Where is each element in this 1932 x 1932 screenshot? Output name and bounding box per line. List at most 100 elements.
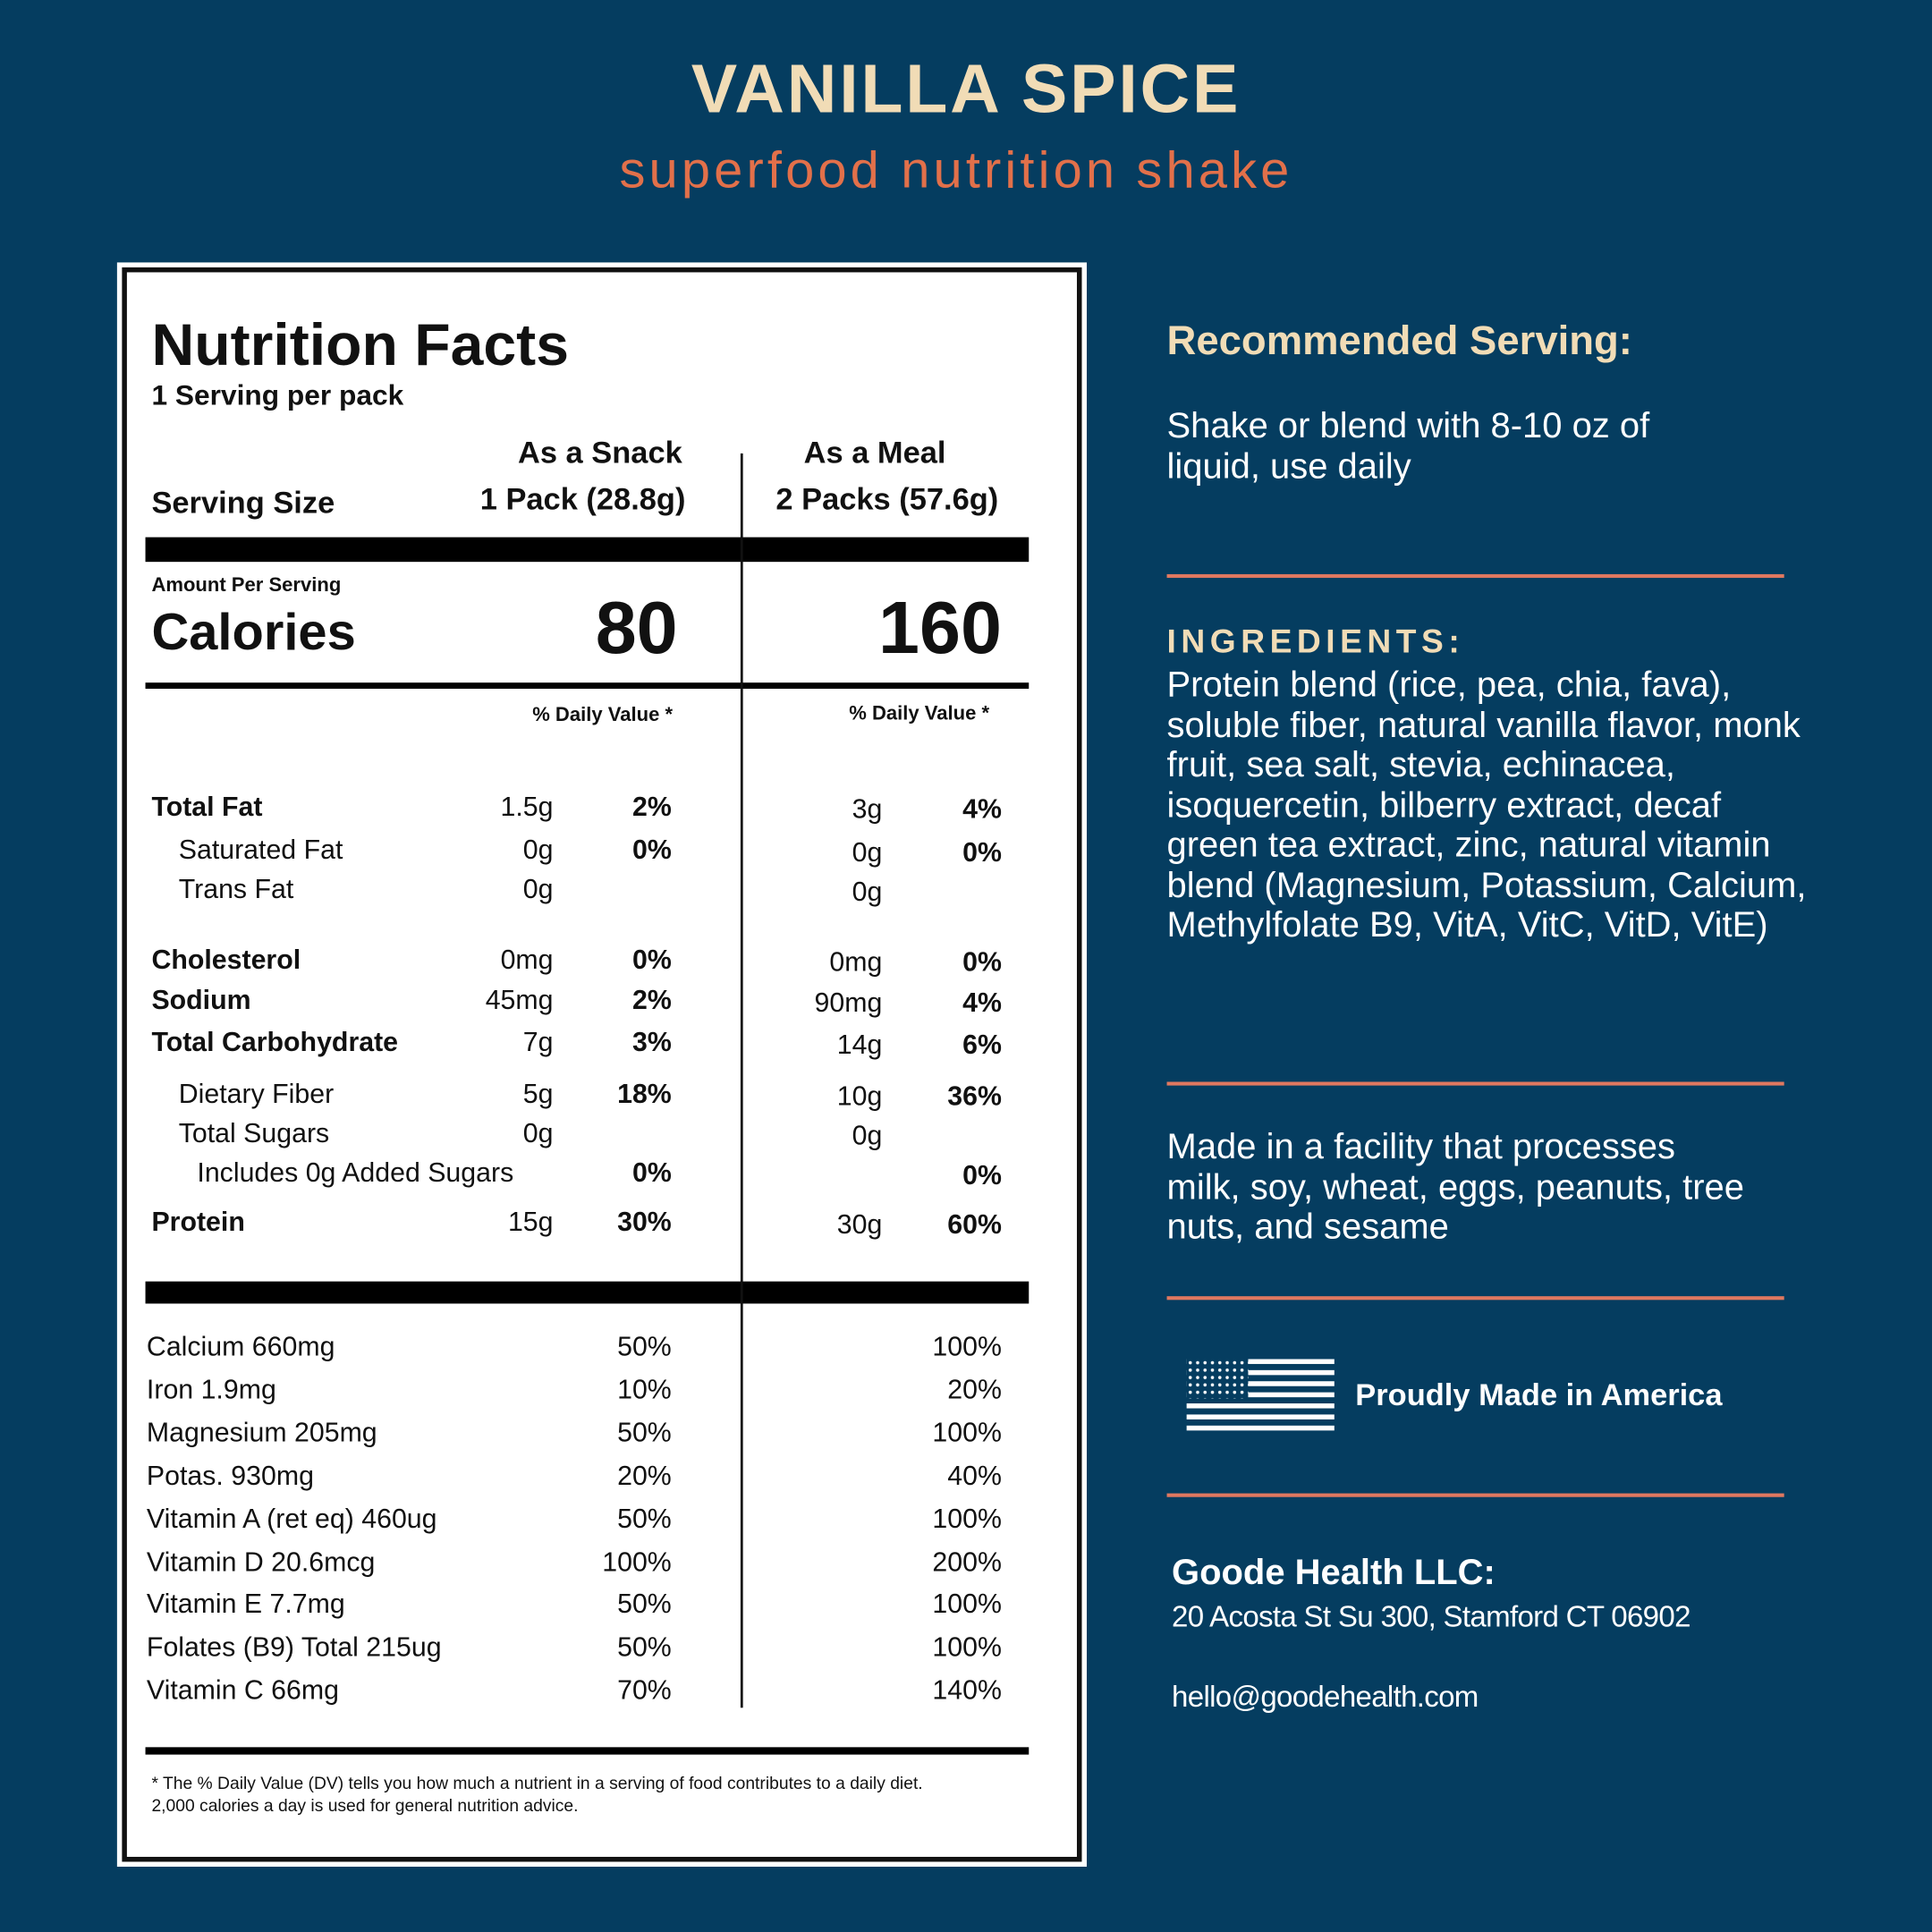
meal-dv: 0% xyxy=(962,1159,1002,1191)
mineral-name: Potas. 930mg xyxy=(146,1459,314,1491)
separator xyxy=(1166,573,1784,579)
snack-dv: 70% xyxy=(617,1674,672,1706)
thick-rule xyxy=(145,1281,1030,1304)
snack-dv: 18% xyxy=(617,1078,672,1109)
calories-value: 80 xyxy=(595,586,678,670)
snack-dv: 0% xyxy=(631,1157,672,1188)
serving-size-label: Serving Size xyxy=(151,486,335,521)
column-divider xyxy=(740,453,743,1708)
nutrient-name: Saturated Fat xyxy=(178,834,343,866)
meal-amount: 14g xyxy=(836,1029,883,1060)
meal-dv: 0% xyxy=(962,836,1002,868)
meal-amount: 3g xyxy=(852,793,883,825)
nutrient-name: Total Fat xyxy=(151,791,263,822)
meal-amount: 90mg xyxy=(814,987,883,1018)
snack-dv: 2% xyxy=(631,791,672,822)
flag-icon xyxy=(1186,1359,1335,1431)
title: VANILLA SPICE xyxy=(691,49,1241,127)
serving-size: 1 Pack (28.8g) xyxy=(479,482,686,517)
amount-per-serving: Amount Per Serving xyxy=(151,575,342,597)
mineral-name: Folates (B9) Total 215ug xyxy=(146,1631,442,1663)
calories-label: Calories xyxy=(151,602,356,661)
allergen-text: Made in a facility that processes milk, … xyxy=(1166,1127,1744,1248)
rule xyxy=(145,1747,1030,1755)
separator xyxy=(1166,1493,1784,1497)
recommended-text: Shake or blend with 8-10 oz of liquid, u… xyxy=(1166,406,1650,487)
snack-dv: 30% xyxy=(617,1206,672,1238)
snack-amount: 0g xyxy=(522,1117,554,1148)
meal-dv: 100% xyxy=(932,1631,1002,1663)
mineral-name: Magnesium 205mg xyxy=(146,1416,377,1448)
nutrient-name: Protein xyxy=(151,1206,245,1238)
meal-dv: 200% xyxy=(932,1546,1002,1577)
ingredients-heading: INGREDIENTS: xyxy=(1166,623,1465,660)
label-title: Nutrition Facts xyxy=(151,312,569,378)
dv-header: % Daily Value * xyxy=(532,704,674,726)
snack-amount: 0mg xyxy=(500,944,554,975)
snack-dv: 20% xyxy=(617,1459,672,1491)
nutrition-label xyxy=(116,262,1087,1867)
email: hello@goodehealth.com xyxy=(1172,1680,1479,1715)
meal-dv: 20% xyxy=(947,1373,1002,1405)
meal-dv: 60% xyxy=(947,1208,1002,1240)
footnote: 2,000 calories a day is used for general… xyxy=(151,1795,579,1816)
meal-amount: 0mg xyxy=(829,945,883,978)
nutrient-name: Includes 0g Added Sugars xyxy=(197,1157,514,1188)
calories-value: 160 xyxy=(878,586,1002,670)
recommended-heading: Recommended Serving: xyxy=(1166,317,1632,363)
meal-dv: 6% xyxy=(962,1029,1002,1060)
mineral-name: Vitamin A (ret eq) 460ug xyxy=(146,1503,437,1534)
meal-dv: 140% xyxy=(932,1674,1002,1706)
servings: 1 Serving per pack xyxy=(151,378,404,411)
meal-dv: 0% xyxy=(962,945,1002,978)
meal-dv: 40% xyxy=(947,1459,1002,1491)
meal-dv: 4% xyxy=(962,793,1002,825)
snack-dv: 50% xyxy=(617,1330,672,1362)
dv-header: % Daily Value * xyxy=(849,703,990,724)
meal-amount: 0g xyxy=(852,1120,883,1151)
snack-amount: 0g xyxy=(522,834,554,866)
mineral-name: Vitamin E 7.7mg xyxy=(146,1589,345,1620)
nutrient-name: Total Sugars xyxy=(178,1117,330,1148)
meal-amount: 30g xyxy=(836,1208,883,1240)
snack-amount: 45mg xyxy=(485,984,554,1016)
snack-dv: 50% xyxy=(617,1631,672,1663)
snack-amount: 0g xyxy=(522,873,554,905)
mineral-name: Vitamin C 66mg xyxy=(146,1674,339,1706)
rule xyxy=(145,682,1030,690)
subtitle: superfood nutrition shake xyxy=(619,140,1293,199)
meal-amount: 10g xyxy=(836,1080,883,1112)
snack-dv: 50% xyxy=(617,1589,672,1620)
separator xyxy=(1166,1296,1784,1301)
nutrient-name: Sodium xyxy=(151,984,251,1016)
snack-amount: 7g xyxy=(522,1026,554,1057)
column-heading: As a Snack xyxy=(517,435,682,470)
snack-amount: 1.5g xyxy=(500,791,554,822)
snack-amount: 5g xyxy=(522,1078,554,1109)
meal-dv: 100% xyxy=(932,1589,1002,1620)
footnote: * The % Daily Value (DV) tells you how m… xyxy=(151,1773,923,1793)
meal-dv: 100% xyxy=(932,1330,1002,1362)
thick-rule xyxy=(145,537,1030,563)
mineral-name: Vitamin D 20.6mcg xyxy=(146,1546,376,1577)
label-border xyxy=(122,267,1082,1862)
meal-amount: 0g xyxy=(852,876,883,907)
made-in: Proudly Made in America xyxy=(1355,1377,1723,1413)
nutrient-name: Cholesterol xyxy=(151,944,301,975)
snack-dv: 0% xyxy=(631,834,672,866)
meal-dv: 100% xyxy=(932,1416,1002,1448)
company: Goode Health LLC: xyxy=(1172,1553,1496,1593)
ingredients-text: Protein blend (rice, pea, chia, fava), s… xyxy=(1166,665,1807,945)
snack-dv: 50% xyxy=(617,1416,672,1448)
meal-dv: 36% xyxy=(947,1080,1002,1112)
separator xyxy=(1166,1081,1784,1086)
snack-amount: 15g xyxy=(507,1206,554,1238)
snack-dv: 2% xyxy=(631,984,672,1016)
snack-dv: 3% xyxy=(631,1026,672,1057)
nutrient-name: Total Carbohydrate xyxy=(151,1026,399,1057)
meal-amount: 0g xyxy=(852,836,883,868)
meal-dv: 100% xyxy=(932,1503,1002,1534)
column-heading: As a Meal xyxy=(803,435,946,470)
